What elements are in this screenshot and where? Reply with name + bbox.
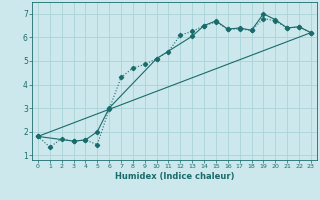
X-axis label: Humidex (Indice chaleur): Humidex (Indice chaleur) (115, 172, 234, 181)
